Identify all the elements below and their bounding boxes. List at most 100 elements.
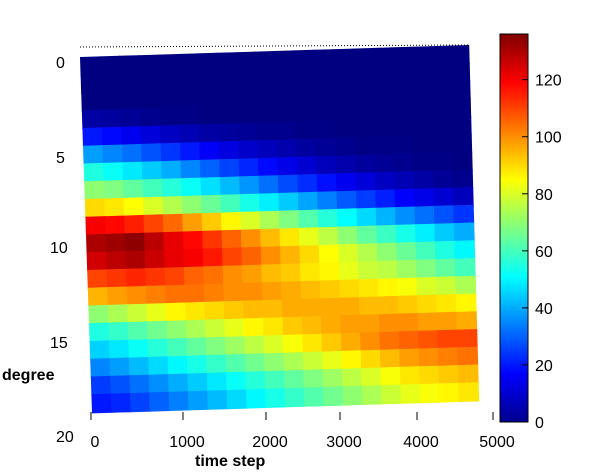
heatmap-cell xyxy=(333,101,355,122)
heatmap-cell xyxy=(207,390,229,410)
heatmap-cell xyxy=(180,159,202,180)
heatmap-cell xyxy=(187,390,209,411)
heatmap-cell xyxy=(275,103,297,124)
heatmap-cell xyxy=(432,152,454,172)
heatmap-cell xyxy=(244,335,266,356)
heatmap-cell xyxy=(418,347,440,368)
heatmap-cell xyxy=(145,285,167,306)
heatmap-cell xyxy=(256,122,278,142)
heatmap-cell xyxy=(302,351,324,372)
heatmap-cell xyxy=(202,230,224,251)
heatmap-cell xyxy=(342,385,364,406)
heatmap-cell xyxy=(360,349,382,370)
heatmap-cell xyxy=(298,227,320,248)
heatmap-cell xyxy=(157,54,179,74)
heatmap-cell xyxy=(433,205,455,226)
y-axis-ticks: 0 5 10 15 20 xyxy=(50,55,74,446)
heatmap-cell xyxy=(397,277,419,298)
heatmap-cell xyxy=(456,329,478,349)
heatmap-cell xyxy=(142,196,164,217)
heatmap-cell xyxy=(371,47,393,68)
heatmap-cell xyxy=(108,339,130,360)
heatmap-cell xyxy=(264,370,286,391)
heatmap-cell xyxy=(277,156,299,177)
heatmap-cell xyxy=(376,224,398,245)
heatmap-cell xyxy=(123,197,145,217)
heatmap-cell xyxy=(339,297,361,317)
heatmap-cell xyxy=(399,348,421,369)
heatmap-cell xyxy=(275,85,297,106)
heatmap-cell xyxy=(240,211,262,232)
heatmap-cell xyxy=(119,72,141,93)
plot-frame xyxy=(79,44,469,48)
heatmap-cell xyxy=(400,384,422,404)
heatmap-cell xyxy=(372,82,394,103)
heatmap-cell xyxy=(457,364,479,385)
heatmap-cell xyxy=(162,196,184,216)
heatmap-cell xyxy=(265,388,287,408)
heatmap-cell xyxy=(158,71,180,92)
heatmap-cell xyxy=(205,336,227,357)
colorbar-tick-label: 80 xyxy=(535,187,553,204)
heatmap-cell xyxy=(438,365,460,385)
heatmap-cell xyxy=(145,267,167,288)
heatmap-cell xyxy=(90,375,112,396)
heatmap-cell xyxy=(239,193,261,214)
heatmap-cell xyxy=(261,264,283,284)
heatmap-cell xyxy=(398,313,420,333)
heatmap-cell xyxy=(299,245,321,265)
heatmap-cell xyxy=(451,151,473,172)
heatmap-cell xyxy=(241,264,263,285)
heatmap-cell xyxy=(107,286,129,307)
heatmap-cell xyxy=(140,125,162,146)
heatmap-cell xyxy=(323,386,345,407)
y-tick-label: 0 xyxy=(56,55,65,72)
heatmap-cell xyxy=(148,356,170,377)
heatmap-cell xyxy=(103,162,125,183)
heatmap-cell xyxy=(124,232,146,253)
heatmap-cell xyxy=(454,240,476,260)
heatmap-cell xyxy=(373,136,395,156)
heatmap-cell xyxy=(204,301,226,322)
heatmap-cell xyxy=(320,315,342,336)
heatmap-cell xyxy=(200,177,222,197)
heatmap-cell xyxy=(167,355,189,376)
heatmap-cell xyxy=(128,356,150,377)
heatmap-cell xyxy=(118,55,140,75)
heatmap-cell xyxy=(105,251,128,271)
heatmap-cell xyxy=(283,369,305,390)
heatmap-cell xyxy=(161,160,183,181)
heatmap-cell xyxy=(282,316,304,337)
heatmap-cell xyxy=(130,392,152,413)
heatmap-cell xyxy=(358,261,379,281)
heatmap-cell xyxy=(320,297,342,318)
heatmap-cell xyxy=(313,66,335,87)
heatmap-cell xyxy=(184,284,206,304)
heatmap-cell xyxy=(163,231,185,252)
heatmap-cell xyxy=(352,65,374,86)
heatmap-cell xyxy=(334,137,356,158)
heatmap-cell xyxy=(299,262,321,283)
heatmap-cell xyxy=(104,215,126,236)
heatmap-cell xyxy=(235,69,257,90)
heatmap-cell xyxy=(412,134,434,155)
x-axis-label: time step xyxy=(195,453,265,470)
heatmap-cell xyxy=(278,192,300,213)
heatmap-cell xyxy=(219,158,241,179)
heatmap-cell xyxy=(177,71,199,91)
y-axis-label: degree xyxy=(2,367,55,384)
x-axis-ticks: 0 1000 2000 3000 4000 5000 xyxy=(90,412,515,451)
heatmap-cell xyxy=(334,119,356,140)
heatmap-cell xyxy=(242,282,264,303)
heatmap-cell xyxy=(257,157,280,178)
heatmap-cell xyxy=(284,387,306,408)
heatmap-cell xyxy=(392,117,414,138)
heatmap-cell xyxy=(453,204,475,225)
heatmap-cell xyxy=(449,80,471,101)
colorbar-tick-label: 0 xyxy=(535,415,544,432)
heatmap-cell xyxy=(335,155,357,175)
heatmap-cell xyxy=(244,353,266,374)
heatmap-cell xyxy=(147,320,169,341)
heatmap-cell xyxy=(337,226,359,246)
heatmap-cell xyxy=(264,352,286,373)
